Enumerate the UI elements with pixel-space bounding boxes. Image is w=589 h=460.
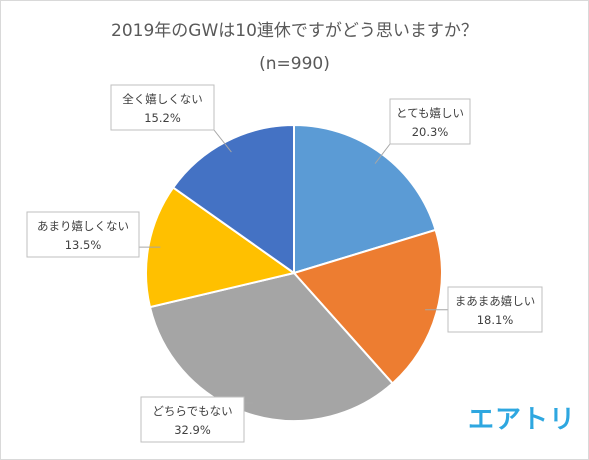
leader-line	[213, 129, 232, 153]
slice-label: どちらでもない	[152, 404, 232, 418]
chart-title: 2019年のGWは10連休ですがどう思いますか？	[111, 21, 478, 41]
pie-slice	[292, 228, 443, 385]
pie-slice	[148, 271, 394, 423]
slice-value-label: 32.9%	[174, 423, 211, 437]
slice-value-label: 13.5%	[65, 238, 102, 252]
slice-value-label: 18.1%	[477, 313, 514, 327]
pie-slice	[171, 123, 295, 275]
leader-line	[374, 143, 391, 164]
slice-label: まあまあ嬉しい	[455, 294, 536, 308]
callout-box	[110, 84, 215, 131]
airtrip-logo: エアトリ	[468, 405, 577, 435]
slice-label: とても嬉しい	[396, 106, 464, 120]
chart-subtitle: (n=990)	[259, 54, 330, 74]
callout-box	[447, 286, 543, 333]
callout-box	[26, 211, 140, 258]
callout-box	[389, 98, 471, 145]
slice-value-label: 20.3%	[412, 125, 449, 139]
slice-label: 全く嬉しくない	[122, 92, 203, 106]
slice-label: あまり嬉しくない	[37, 219, 129, 233]
callout-box	[140, 396, 245, 443]
pie-slice	[145, 186, 297, 309]
slice-value-label: 15.2%	[144, 111, 181, 125]
